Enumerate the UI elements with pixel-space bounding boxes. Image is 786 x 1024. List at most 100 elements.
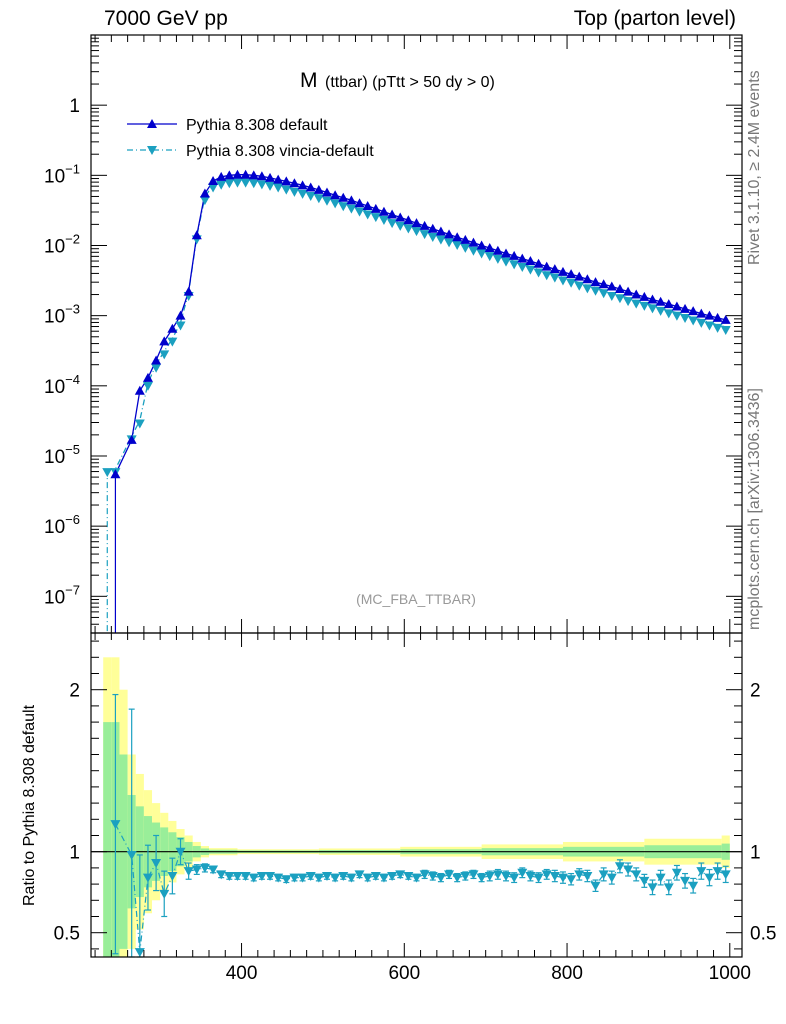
y-tick-label: 10−4 — [44, 372, 80, 398]
vincia-marker — [582, 284, 593, 294]
vincia-marker — [151, 363, 162, 373]
default-marker — [134, 385, 145, 395]
ratio-marker — [289, 873, 300, 883]
default-marker — [248, 170, 259, 180]
default-marker — [224, 170, 235, 180]
ratio-marker — [631, 870, 642, 880]
default-marker — [720, 314, 731, 324]
default-marker — [476, 240, 487, 250]
default-marker — [468, 237, 479, 247]
default-marker — [232, 169, 243, 179]
vincia-marker — [590, 286, 601, 296]
default-marker — [167, 323, 178, 333]
default-marker — [338, 192, 349, 202]
x-tick-label: 600 — [388, 963, 420, 984]
vincia-marker — [484, 252, 495, 262]
default-marker — [460, 234, 471, 244]
ratio-marker — [199, 863, 210, 873]
ratio-marker — [191, 865, 202, 875]
legend-label: Pythia 8.308 vincia-default — [186, 143, 374, 160]
ratio-marker — [533, 873, 544, 883]
tick-labels-group: 400 600 800 1000110−110−210−310−410−510−610… — [44, 96, 776, 984]
ratio-marker — [321, 872, 332, 881]
ratio-panel-frame — [90, 632, 743, 958]
default-marker — [346, 195, 357, 205]
ratio-marker — [704, 873, 715, 883]
default-marker — [403, 215, 414, 225]
default-marker — [216, 171, 227, 181]
ratio-series-group — [110, 693, 731, 958]
default-marker — [525, 256, 536, 266]
ratio-marker — [240, 872, 251, 881]
vincia-marker — [435, 235, 446, 245]
ratio-marker — [419, 870, 430, 880]
ratio-y-tick-label-right: 0.5 — [750, 924, 776, 945]
vincia-marker — [395, 221, 406, 231]
default-marker — [631, 289, 642, 299]
default-marker — [688, 306, 699, 316]
ratio-marker — [582, 872, 593, 881]
y-tick-label: 10−7 — [44, 582, 80, 608]
default-marker — [330, 190, 341, 200]
ratio-marker — [330, 873, 341, 883]
ratio-marker — [151, 859, 162, 869]
ratio-marker — [313, 873, 324, 883]
vincia-marker — [598, 289, 609, 299]
default-marker — [655, 296, 666, 306]
ratio-marker — [484, 872, 495, 881]
vincia-marker — [476, 249, 487, 259]
vincia-marker — [460, 243, 471, 253]
ratio-marker — [354, 870, 365, 880]
ratio-marker — [541, 870, 552, 880]
ratio-marker — [509, 873, 520, 883]
vincia-marker — [134, 419, 145, 429]
default-marker — [191, 230, 202, 240]
ratio-marker — [696, 867, 707, 877]
default-marker — [256, 171, 267, 181]
ratio-marker — [655, 873, 666, 883]
vincia-marker — [655, 306, 666, 316]
ratio-marker — [476, 873, 487, 883]
vincia-marker — [509, 260, 520, 270]
x-tick-label: 1000 — [709, 963, 751, 984]
vincia-marker — [175, 321, 186, 331]
ratio-marker — [525, 872, 536, 881]
y-tick-label: 10−5 — [44, 442, 80, 468]
default-marker — [557, 266, 568, 276]
ratio-y-tick-label-right: 2 — [750, 681, 761, 702]
vincia-marker — [216, 180, 227, 190]
vincia-series-line — [107, 178, 726, 470]
default-marker — [281, 176, 292, 186]
ratio-marker — [411, 873, 422, 883]
vincia-marker — [647, 304, 658, 314]
default-marker — [265, 172, 276, 182]
default-marker — [289, 178, 300, 188]
vincia-marker — [688, 316, 699, 326]
default-marker — [395, 212, 406, 222]
ratio-marker — [501, 872, 512, 881]
ratio-marker — [590, 881, 601, 891]
ratio-marker — [110, 820, 121, 830]
default-marker — [142, 372, 153, 382]
default-marker — [590, 277, 601, 287]
ratio-marker — [639, 876, 650, 886]
vincia-marker — [289, 187, 300, 197]
x-tick-label: 400 — [226, 963, 258, 984]
vincia-marker — [321, 196, 332, 206]
ratio-marker — [297, 873, 308, 883]
ratio-marker — [680, 876, 691, 886]
ratio-marker — [159, 889, 170, 899]
vincia-marker — [623, 297, 634, 307]
vincia-marker — [549, 273, 560, 283]
vincia-marker — [208, 183, 219, 193]
chart-title-sub: (ttbar) (pTtt > 50 dy > 0) — [325, 74, 495, 91]
default-marker — [354, 198, 365, 208]
default-marker — [126, 434, 137, 444]
vincia-marker — [265, 181, 276, 191]
legend: Pythia 8.308 default Pythia 8.308 vincia-… — [127, 117, 374, 160]
default-marker — [598, 279, 609, 289]
ratio-marker — [444, 870, 455, 880]
default-marker — [240, 169, 251, 179]
ratio-y-tick-label-right: 1 — [750, 843, 761, 864]
legend-marker-down — [147, 146, 157, 155]
